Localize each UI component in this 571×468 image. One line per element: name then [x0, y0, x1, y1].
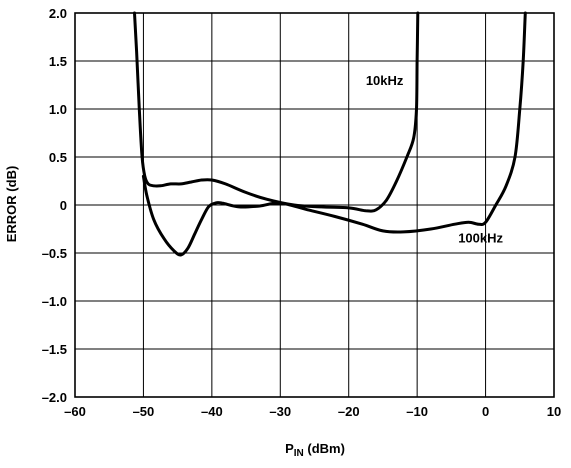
y-tick-label: 0.5: [49, 150, 67, 165]
x-tick-label: –50: [133, 404, 155, 419]
series-labels: 10kHz 100kHz: [366, 73, 504, 245]
x-tick-label: –20: [338, 404, 360, 419]
y-tick-label: –2.0: [42, 390, 67, 405]
x-axis-title-unit: (dBm): [304, 441, 345, 456]
series-line-100kHz: [141, 11, 527, 257]
x-tick-label: –30: [269, 404, 291, 419]
y-axis-title: ERROR (dB): [4, 166, 19, 243]
x-axis-title: PIN (dBm): [285, 441, 345, 459]
x-tick-label: –60: [64, 404, 86, 419]
y-tick-label: –1.0: [42, 294, 67, 309]
grid-lines: [74, 12, 555, 398]
x-tick-label: –10: [406, 404, 428, 419]
data-curves: [133, 11, 527, 257]
y-tick-label: 1.0: [49, 102, 67, 117]
y-tick-label: 2.0: [49, 6, 67, 21]
x-tick-label: –40: [201, 404, 223, 419]
y-tick-label: –1.5: [42, 342, 67, 357]
plot-frame: [74, 12, 555, 398]
y-tick-label: –0.5: [42, 246, 67, 261]
series-line-10kHz: [133, 11, 420, 213]
x-axis-tick-labels: –60 –50 –40 –30 –20 –10 0 10: [64, 404, 561, 419]
y-axis-tick-labels: 2.0 1.5 1.0 0.5 0 –0.5 –1.0 –1.5 –2.0: [42, 6, 67, 405]
x-tick-label: 10: [547, 404, 561, 419]
y-tick-label: 1.5: [49, 54, 67, 69]
x-axis-title-main: P: [285, 441, 294, 456]
x-axis-title-subscript: IN: [294, 448, 304, 459]
series-label-100kHz: 100kHz: [458, 230, 503, 245]
series-label-10kHz: 10kHz: [366, 73, 404, 88]
x-tick-label: 0: [482, 404, 489, 419]
y-tick-label: 0: [60, 198, 67, 213]
